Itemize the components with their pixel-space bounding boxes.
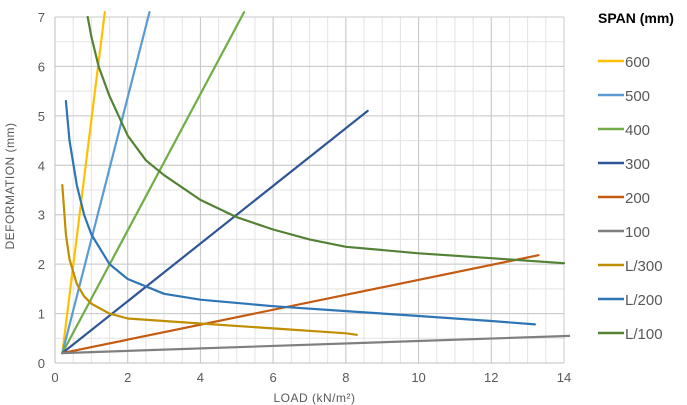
- x-tick-label: 10: [411, 370, 425, 385]
- x-tick-label: 14: [557, 370, 571, 385]
- series-line-100: [61, 334, 570, 355]
- series-line-600: [61, 11, 106, 355]
- series-line-l-300: [61, 184, 358, 336]
- x-tick-label: 8: [342, 370, 349, 385]
- series-line-400: [61, 11, 246, 355]
- y-tick-label: 6: [38, 59, 45, 74]
- legend-label: 100: [625, 224, 650, 241]
- legend-label: 300: [625, 156, 650, 173]
- x-tick-label: 0: [51, 370, 58, 385]
- x-tick-label: 4: [197, 370, 204, 385]
- legend-label: L/200: [625, 292, 663, 309]
- y-tick-label: 2: [38, 257, 45, 272]
- y-tick-label: 7: [38, 10, 45, 25]
- series-line-l-100: [86, 15, 566, 265]
- axes: [54, 17, 564, 364]
- legend-label: 400: [625, 122, 650, 139]
- series-line-200: [61, 254, 540, 355]
- series-line-500: [61, 11, 151, 355]
- y-tick-label: 4: [38, 158, 45, 173]
- y-tick-label: 5: [38, 109, 45, 124]
- x-tick-label: 12: [484, 370, 498, 385]
- legend-title: SPAN (mm): [598, 10, 674, 26]
- x-axis-title: LOAD (kN/m²): [274, 391, 356, 405]
- minor-gridlines: [54, 16, 565, 364]
- y-tick-label: 1: [38, 307, 45, 322]
- series-line-300: [61, 109, 369, 355]
- legend-label: 200: [625, 190, 650, 207]
- legend-label: L/100: [625, 326, 663, 343]
- series-line-l-200: [64, 99, 537, 326]
- y-axis-title: DEFORMATION (mm): [3, 122, 17, 249]
- legend-label: L/300: [625, 258, 663, 275]
- x-tick-label: 2: [124, 370, 131, 385]
- y-tick-label: 0: [38, 356, 45, 371]
- legend: SPAN (mm) 600 500 400 300 200 100 L/300 L/200 L/…: [598, 10, 674, 343]
- x-tick-label: 6: [270, 370, 277, 385]
- y-tick-label: 3: [38, 208, 45, 223]
- legend-label: 500: [625, 88, 650, 105]
- legend-label: 600: [625, 54, 650, 71]
- series-layer: [61, 11, 570, 355]
